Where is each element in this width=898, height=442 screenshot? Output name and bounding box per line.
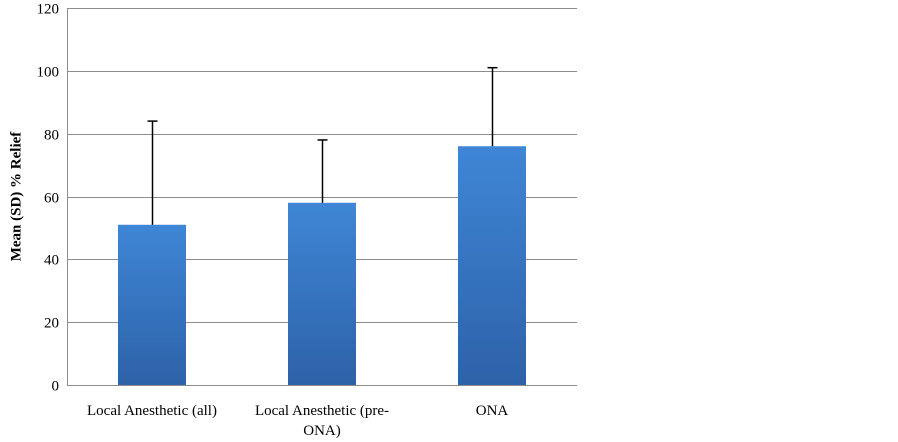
axes	[67, 8, 577, 386]
y-tick-label: 120	[37, 2, 60, 18]
y-tick-label: 80	[44, 128, 59, 144]
y-tick-label: 60	[44, 191, 59, 207]
y-tick-label: 20	[44, 316, 59, 332]
bar	[458, 146, 526, 385]
x-category-label: ONA	[476, 403, 509, 419]
y-tick-labels: 0 20 40 60 80 100 120	[37, 2, 60, 395]
bar	[288, 202, 356, 385]
error-bars	[147, 66, 498, 225]
y-tick-label: 100	[37, 65, 60, 81]
x-category-labels: Local Anesthetic (all) Local Anesthetic (…	[87, 403, 508, 439]
x-category-label: Local Anesthetic (pre-ONA)	[255, 403, 389, 439]
bars	[118, 146, 526, 385]
y-tick-label: 40	[44, 253, 59, 269]
x-category-label: Local Anesthetic (all)	[87, 403, 217, 419]
y-tick-label: 0	[52, 379, 60, 395]
y-axis-title: Mean (SD) % Relief	[8, 131, 24, 262]
bar	[118, 224, 186, 385]
